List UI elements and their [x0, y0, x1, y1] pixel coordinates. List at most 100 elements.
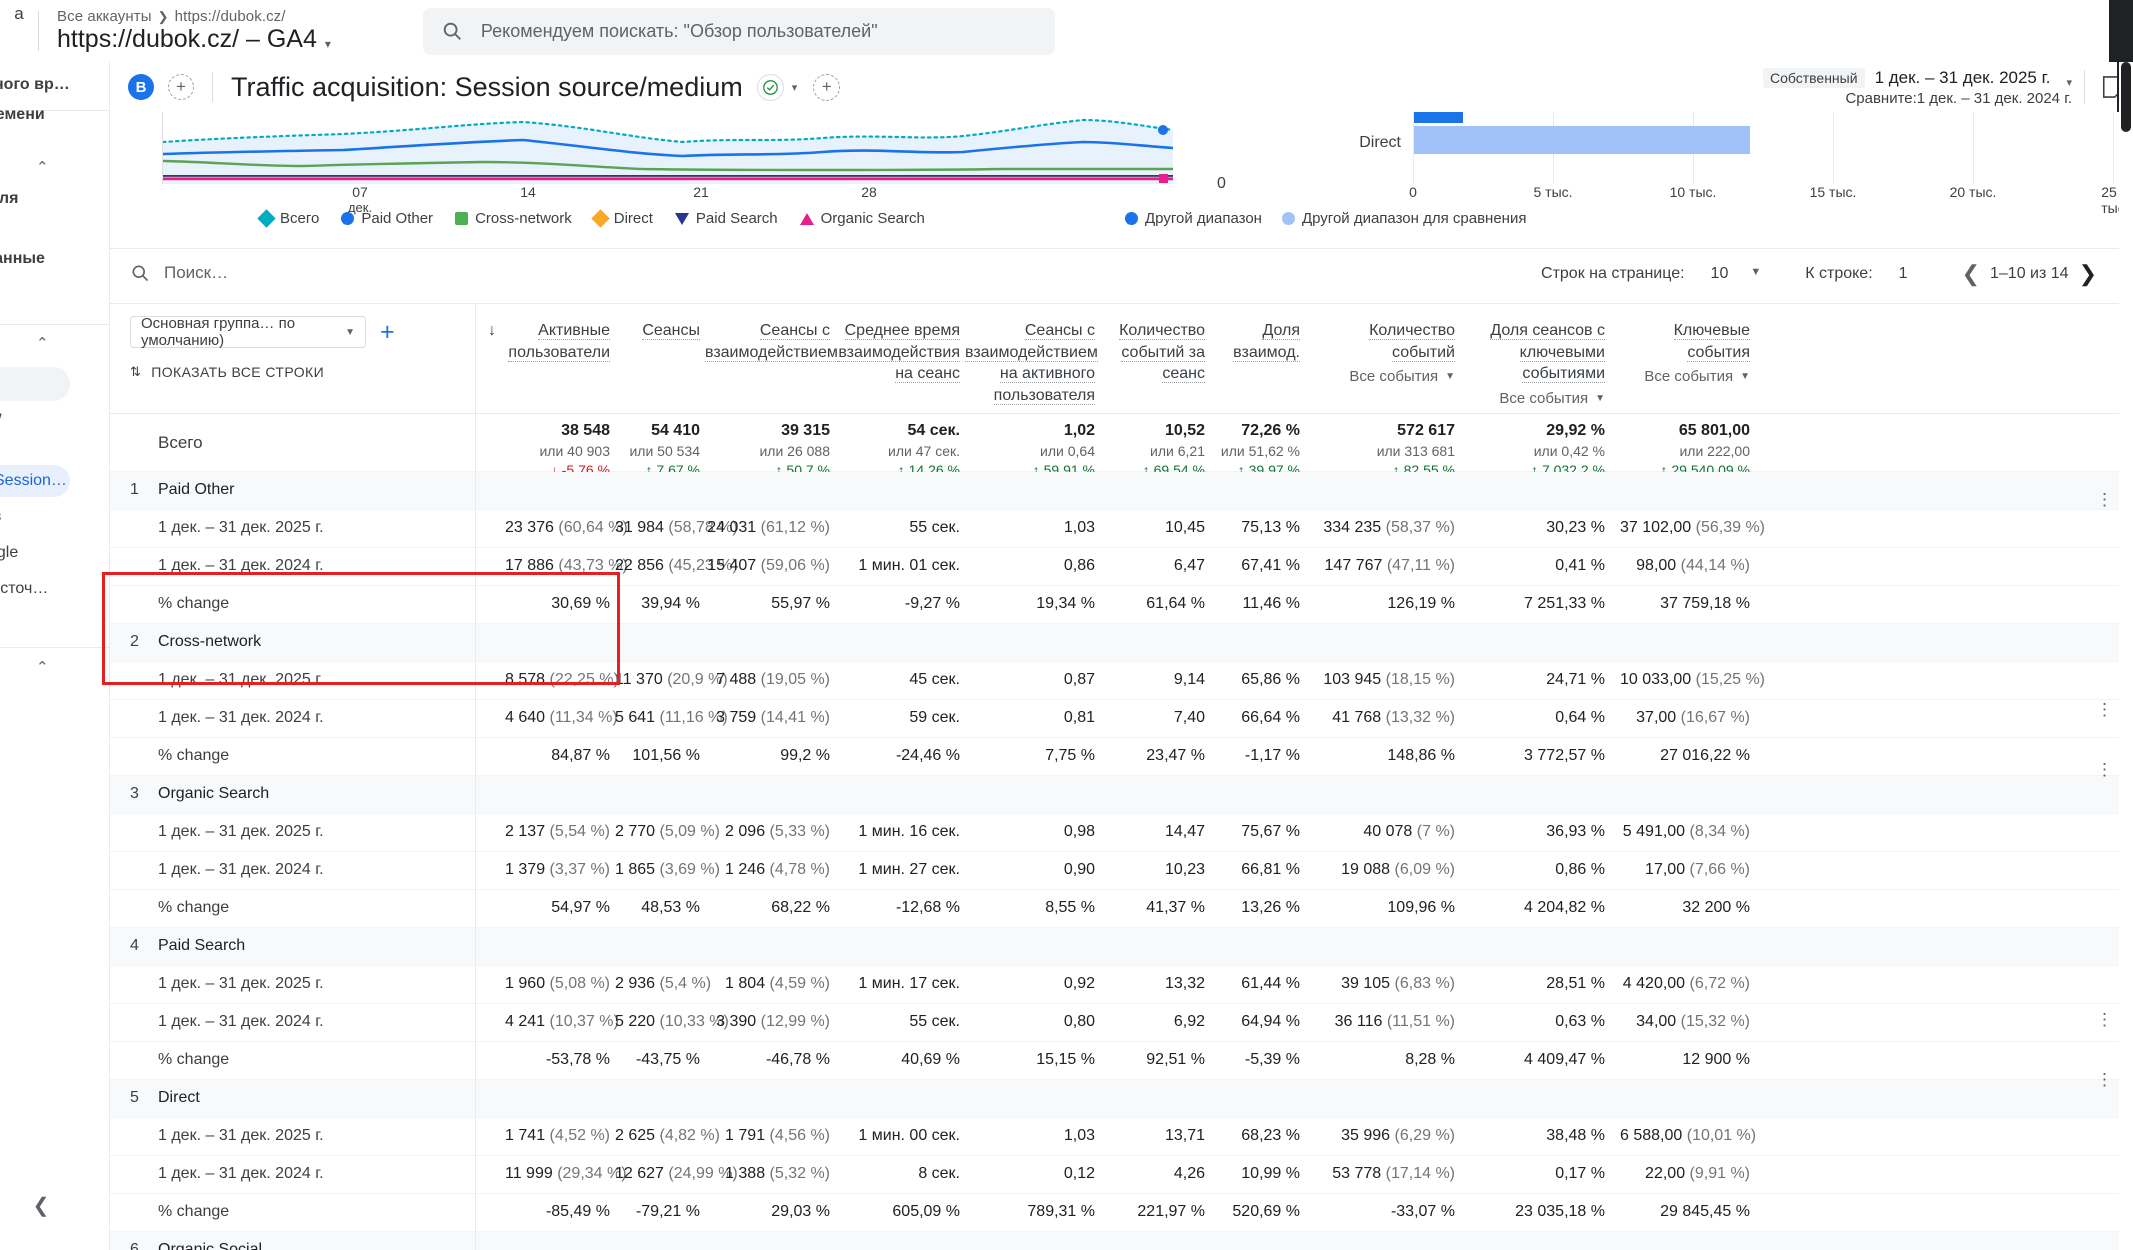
chevron-down-icon-daterange[interactable]: ▾ [2066, 77, 2072, 89]
row-group-name[interactable]: Organic Search [158, 785, 270, 802]
sidebar-item-5[interactable]: а [0, 445, 109, 463]
add-dimension-button[interactable]: + [380, 317, 395, 346]
next-page-button[interactable]: ❯ [2078, 261, 2097, 286]
row-group-name[interactable]: Paid Search [158, 937, 246, 954]
column-header-key-event-rate-sub[interactable]: Все события ▼ [1465, 389, 1605, 409]
column-header-active-users[interactable]: Активные пользователи [505, 320, 610, 363]
table-row[interactable]: % change 84,87 % 101,56 % 99,2 % -24,46 % 7,7… [110, 738, 2133, 776]
column-header-engagement-rate[interactable]: Доля взаимод. [1210, 320, 1300, 363]
column-header-event-count-sub[interactable]: Все события ▼ [1310, 367, 1455, 387]
table-row[interactable]: 1 дек. – 31 дек. 2025 г. 23 376 (60,64 %)… [110, 510, 2133, 548]
table-group-row[interactable]: 6 Organic Social [110, 1232, 2133, 1250]
column-header-key-events-sub[interactable]: Все события ▼ [1620, 367, 1750, 387]
table-row[interactable]: 1 дек. – 31 дек. 2024 г. 4 640 (11,34 %) 5… [110, 700, 2133, 738]
table-row[interactable]: 1 дек. – 31 дек. 2025 г. 1 741 (4,52 %) 2 … [110, 1118, 2133, 1156]
row-group-name[interactable]: Cross-network [158, 633, 262, 650]
table-group-row[interactable]: 1 Paid Other [110, 472, 2133, 510]
sidebar-pill[interactable] [0, 367, 70, 401]
page-scrollbar[interactable] [2119, 62, 2133, 1250]
sidebar-item-session-source-medium[interactable]: Session… [0, 472, 67, 489]
row-menu-icon-3[interactable]: ⋮ [2096, 760, 2113, 779]
sidebar-collapse-button[interactable]: ❮ [32, 1194, 50, 1217]
legend-item-cross-network[interactable]: Cross-network [455, 210, 572, 227]
status-badge[interactable] [756, 73, 784, 101]
column-header-sessions[interactable]: Сеансы [615, 320, 700, 342]
table-row[interactable]: % change -53,78 % -43,75 % -46,78 % 40,69 % 1… [110, 1042, 2133, 1080]
row-group-name[interactable]: Direct [158, 1089, 200, 1106]
sidebar-item-8[interactable]: ogle [0, 544, 19, 561]
row-menu-icon-1[interactable]: ⋮ [2096, 490, 2113, 509]
table-row[interactable]: 1 дек. – 31 дек. 2024 г. 17 886 (43,73 %)… [110, 548, 2133, 586]
legend-item-paid-search[interactable]: Paid Search [674, 210, 778, 227]
bar-compare-range[interactable] [1414, 126, 1750, 154]
sidebar-item-1[interactable]: ремени [0, 106, 45, 123]
table-group-row[interactable]: 4 Paid Search [110, 928, 2133, 966]
add-user-button[interactable]: + [168, 74, 194, 100]
row-menu-icon-2[interactable]: ⋮ [2096, 700, 2113, 719]
column-header-engaged-sessions[interactable]: Сеансы с взаимодействием [705, 320, 838, 363]
scrollbar-thumb[interactable] [2121, 62, 2131, 132]
chevron-down-icon[interactable]: ▾ [324, 36, 331, 51]
breadcrumb-root[interactable]: Все аккаунты [57, 8, 152, 25]
chevron-down-icon-rows[interactable]: ▼ [1750, 266, 1762, 278]
table-row[interactable]: 1 дек. – 31 дек. 2025 г. 8 578 (22,25 %) 1… [110, 662, 2133, 700]
prev-page-button[interactable]: ❮ [1961, 261, 1980, 286]
row-group-name[interactable]: Organic Social [158, 1241, 263, 1250]
table-row[interactable]: 1 дек. – 31 дек. 2024 г. 11 999 (29,34 %)… [110, 1156, 2133, 1194]
bar-legend-item-compare[interactable]: Другой диапазон для сравнения [1281, 210, 1526, 227]
table-group-row[interactable]: 2 Cross-network [110, 624, 2133, 662]
row-menu-icon-4[interactable]: ⋮ [2096, 1010, 2113, 1029]
dimension-select[interactable]: Основная группа… по умолчанию) ▼ [130, 315, 366, 349]
sidebar-item-3[interactable]: данные [0, 250, 45, 267]
add-comparison-button[interactable]: + [813, 73, 841, 101]
show-all-rows-button[interactable]: ⇅ ПОКАЗАТЬ ВСЕ СТРОКИ [130, 364, 475, 380]
chevron-down-icon-report[interactable]: ▾ [791, 81, 798, 94]
table-row[interactable]: % change 54,97 % 48,53 % 68,22 % -12,68 % 8,5… [110, 890, 2133, 928]
sidebar-item-7[interactable]: ов [0, 508, 109, 526]
column-header-event-count[interactable]: Количество событий Все события ▼ [1310, 320, 1455, 387]
property-title[interactable]: https://dubok.cz/ – GA4 ▾ [57, 25, 331, 54]
sidebar-collapse-chevron-icon-2[interactable]: ⌃ [36, 659, 49, 676]
sidebar-collapse-chevron-icon-0[interactable]: ⌃ [36, 159, 49, 176]
sidebar-collapse-chevron-icon-1[interactable]: ⌃ [36, 335, 49, 352]
rows-per-page-value[interactable]: 10 [1710, 265, 1729, 282]
account-block[interactable]: Все аккаунты ❯ https://dubok.cz/ https:/… [57, 8, 331, 54]
table-row[interactable]: % change 30,69 % 39,94 % 55,97 % -9,27 % 19,3… [110, 586, 2133, 624]
bar-legend-item-current[interactable]: Другой диапазон [1125, 210, 1262, 227]
table-group-row[interactable]: 3 Organic Search [110, 776, 2133, 814]
column-header-key-event-rate[interactable]: Доля сеансов с ключевыми событиями Все с… [1465, 320, 1605, 409]
column-header-key-events[interactable]: Ключевые события Все события ▼ [1620, 320, 1750, 387]
table-row[interactable]: 1 дек. – 31 дек. 2025 г. 2 137 (5,54 %) 2 … [110, 814, 2133, 852]
sidebar[interactable]: ного вр… ремени ⌃ еля данные ⌃ w а Sessi… [0, 62, 110, 1250]
goto-row-value[interactable]: 1 [1898, 265, 1908, 282]
date-range-picker[interactable]: Собственный 1 дек. – 31 дек. 2025 г. ▾ С… [1762, 67, 2084, 107]
legend-item-total[interactable]: Всего [257, 209, 319, 228]
sidebar-item-4[interactable]: w [0, 409, 109, 427]
bar-chart-legend[interactable]: Другой диапазон Другой диапазон для срав… [1125, 210, 1526, 227]
row-group-name[interactable]: Paid Other [158, 481, 235, 498]
line-chart-legend[interactable]: Всего Paid Other Cross-network Direct Pa… [257, 209, 925, 228]
bar-chart[interactable]: 0 Direct 0 5 тыс. 10 тыс. 15 тыс. 20 тыс… [1217, 112, 2125, 217]
global-search-input[interactable]: Рекомендуем поискать: "Обзор пользовател… [422, 7, 1055, 55]
table-row[interactable]: 1 дек. – 31 дек. 2025 г. 1 960 (5,08 %) 2 … [110, 966, 2133, 1004]
sort-descending-icon[interactable]: ↓ [488, 322, 496, 339]
legend-item-paid-other[interactable]: Paid Other [341, 210, 433, 227]
breadcrumb-current[interactable]: https://dubok.cz/ [174, 8, 286, 25]
legend-item-direct[interactable]: Direct [591, 209, 653, 228]
column-header-engaged-sessions-per-user[interactable]: Сеансы с взаимодействием на активного по… [965, 320, 1098, 406]
sidebar-item-2[interactable]: еля [0, 190, 19, 207]
table-search-input[interactable]: Поиск… [130, 263, 228, 283]
table-group-row[interactable]: 5 Direct [110, 1080, 2133, 1118]
avatar[interactable]: B [128, 74, 154, 100]
bar-current-range[interactable] [1414, 112, 1463, 123]
breadcrumb[interactable]: Все аккаунты ❯ https://dubok.cz/ [57, 8, 331, 25]
sidebar-item-9[interactable]: е источ… [0, 580, 49, 597]
sidebar-item-0[interactable]: ного вр… [0, 76, 70, 93]
table-row[interactable]: 1 дек. – 31 дек. 2024 г. 1 379 (3,37 %) 1 … [110, 852, 2133, 890]
line-chart[interactable]: 07 дек. 14 21 28 [150, 112, 1240, 215]
column-header-avg-engagement-time[interactable]: Среднее время взаимодействия на сеанс [835, 320, 960, 385]
table-row[interactable]: 1 дек. – 31 дек. 2024 г. 4 241 (10,37 %) 5… [110, 1004, 2133, 1042]
table-row[interactable]: % change -85,49 % -79,21 % 29,03 % 605,09 % 7… [110, 1194, 2133, 1232]
row-menu-icon-5[interactable]: ⋮ [2096, 1070, 2113, 1089]
legend-item-organic-search[interactable]: Organic Search [799, 210, 925, 227]
